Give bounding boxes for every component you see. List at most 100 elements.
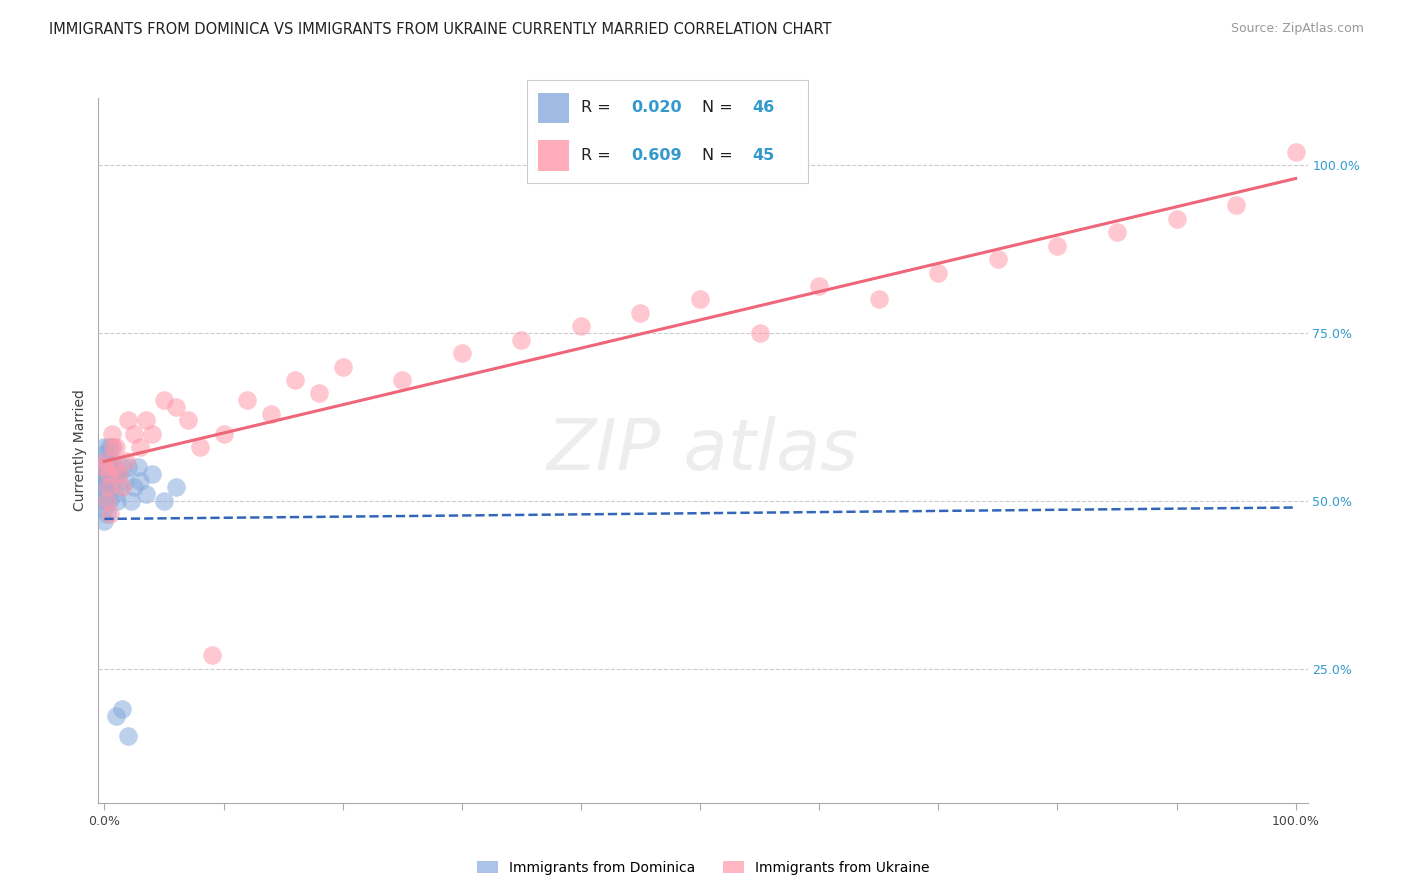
Point (117, 413, 139, 427)
Point (332, 359, 354, 374)
Point (260, 407, 283, 421)
Text: R =: R = (581, 101, 616, 115)
Point (111, 702, 134, 716)
Text: IMMIGRANTS FROM DOMINICA VS IMMIGRANTS FROM UKRAINE CURRENTLY MARRIED CORRELATIO: IMMIGRANTS FROM DOMINICA VS IMMIGRANTS F… (49, 22, 832, 37)
Point (1105, 225, 1128, 239)
Point (111, 480, 134, 494)
Point (104, 487, 127, 501)
Point (94, 453, 117, 467)
Text: Source: ZipAtlas.com: Source: ZipAtlas.com (1230, 22, 1364, 36)
Point (98, 460, 121, 475)
Point (122, 426, 145, 441)
Point (97, 480, 120, 494)
Text: 45: 45 (752, 148, 775, 162)
Point (93, 440, 115, 454)
Point (107, 467, 129, 481)
Point (97, 453, 120, 467)
Bar (538, 93, 569, 123)
Point (630, 306, 652, 320)
Point (165, 480, 187, 494)
Point (1285, 145, 1308, 159)
Point (135, 413, 157, 427)
Point (96, 460, 118, 475)
Text: 0.609: 0.609 (631, 148, 682, 162)
Point (284, 373, 307, 387)
Point (510, 333, 533, 347)
Point (308, 386, 330, 401)
Point (569, 319, 592, 334)
Point (141, 467, 163, 481)
Text: N =: N = (702, 101, 738, 115)
Point (98, 493, 121, 508)
Text: N =: N = (702, 148, 738, 162)
Point (94, 467, 117, 481)
Point (105, 440, 128, 454)
Point (105, 708, 128, 723)
Point (93, 467, 115, 481)
Point (97, 467, 120, 481)
Point (748, 326, 770, 340)
Text: 46: 46 (752, 101, 775, 115)
Point (101, 440, 124, 454)
Point (153, 393, 176, 408)
Point (200, 648, 222, 662)
Point (122, 480, 145, 494)
Point (98, 440, 121, 454)
Point (93, 474, 115, 488)
Text: 0.020: 0.020 (631, 101, 682, 115)
Point (107, 493, 129, 508)
Point (100, 426, 122, 441)
Text: R =: R = (581, 148, 616, 162)
Point (103, 460, 125, 475)
Legend: Immigrants from Dominica, Immigrants from Ukraine: Immigrants from Dominica, Immigrants fro… (471, 855, 935, 880)
Point (93, 493, 115, 508)
Point (120, 493, 142, 508)
Point (108, 480, 131, 494)
Point (93, 487, 115, 501)
Point (111, 460, 134, 475)
Point (105, 467, 128, 481)
Point (177, 413, 200, 427)
Point (93, 447, 115, 461)
Point (868, 293, 890, 307)
Point (94, 453, 117, 467)
Point (98, 474, 121, 488)
Point (93, 460, 115, 475)
Point (141, 426, 163, 441)
Point (94, 493, 117, 508)
Point (212, 426, 235, 441)
Point (114, 453, 136, 467)
Point (107, 467, 129, 481)
Point (94, 480, 117, 494)
Point (1225, 198, 1247, 212)
Point (101, 460, 124, 475)
Point (98, 507, 121, 521)
Point (93, 500, 115, 515)
Point (188, 440, 211, 454)
Y-axis label: Currently Married: Currently Married (73, 390, 87, 511)
Point (93, 514, 115, 528)
Point (117, 729, 139, 743)
Bar (538, 140, 569, 170)
Point (1046, 239, 1069, 253)
Point (135, 487, 157, 501)
Point (96, 474, 118, 488)
Point (117, 460, 139, 475)
Point (129, 440, 152, 454)
Point (165, 400, 187, 414)
Point (689, 293, 711, 307)
Text: ZIP atlas: ZIP atlas (547, 416, 859, 485)
Point (93, 460, 115, 475)
Point (927, 266, 949, 280)
Point (391, 373, 413, 387)
Point (100, 453, 122, 467)
Point (96, 493, 118, 508)
Point (236, 393, 259, 408)
Point (103, 474, 125, 488)
Point (100, 440, 122, 454)
Point (1166, 211, 1188, 226)
Point (127, 460, 149, 475)
Point (93, 480, 115, 494)
Point (98, 467, 121, 481)
Point (808, 279, 831, 293)
